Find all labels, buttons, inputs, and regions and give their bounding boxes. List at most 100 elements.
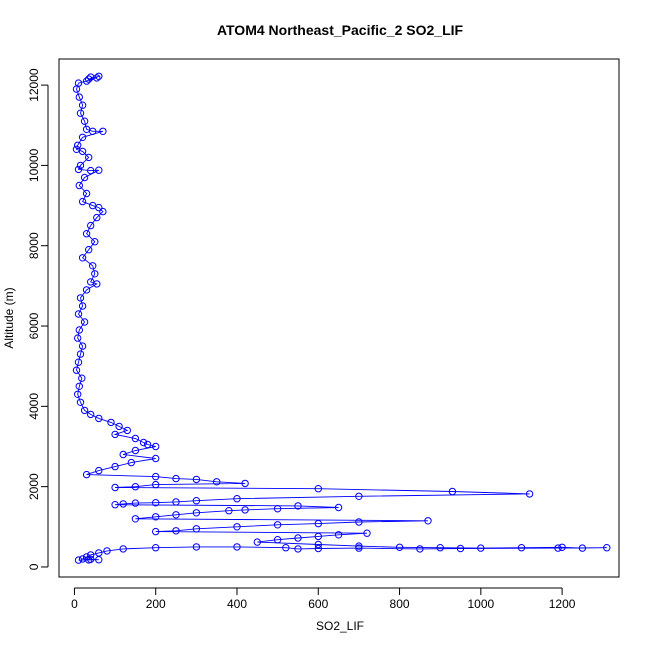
y-tick-label: 6000 [27,312,41,339]
data-point [152,513,160,521]
y-tick-label: 8000 [27,232,41,259]
data-point [294,545,302,553]
data-point [314,485,322,493]
data-point [87,221,95,230]
y-tick-label: 4000 [27,393,41,420]
data-point [72,85,81,93]
data-point [123,426,132,435]
data-point [192,525,201,533]
data-point [80,406,89,415]
data-point [95,414,103,423]
data-point [78,254,87,262]
data-point [334,531,343,539]
data-point [107,418,115,427]
data-point [131,515,140,523]
data-point [152,499,160,507]
data-point [119,545,127,553]
data-point [85,153,93,162]
data-point [314,540,322,549]
data-point [119,500,127,508]
data-point [103,547,111,555]
x-axis-label: SO2_LIF [316,619,364,633]
data-point [603,544,611,552]
data-point [82,77,91,85]
data-point [282,544,290,552]
data-point [436,544,444,552]
data-point [172,498,180,506]
data-point [115,422,123,431]
data-point [172,511,180,519]
data-point [85,246,93,254]
data-point [448,487,457,496]
y-tick-label: 12000 [27,68,41,102]
plot-frame [58,58,620,578]
data-point [172,527,180,535]
data-point [143,440,152,449]
data-point [294,502,302,510]
x-tick-label: 1200 [549,597,576,611]
data-point [76,398,85,406]
data-point [111,462,119,471]
data-point [75,181,84,190]
series-line [75,75,607,561]
data-point [75,382,84,390]
data-point [80,173,89,182]
data-point [93,74,101,82]
data-point [355,492,363,500]
data-point [525,490,534,498]
data-point [355,542,363,550]
data-point [72,366,81,374]
data-point [76,109,85,117]
data-point [152,527,160,536]
y-tick-label: 2000 [27,473,41,500]
data-point [554,544,562,552]
data-point [152,442,160,451]
y-tick-label: 0 [27,563,41,570]
data-point [78,342,87,350]
data-point [87,410,95,419]
data-point [78,197,87,206]
data-point [74,390,82,398]
data-point [78,302,87,310]
data-point [74,310,83,318]
chart-title: ATOM4 Northeast_Pacific_2 SO2_LIF [217,22,464,38]
x-tick-label: 600 [308,597,328,611]
data-point [456,544,465,553]
data-point [192,497,201,505]
data-point [192,543,201,551]
data-point [273,536,282,544]
data-point [131,434,140,443]
x-tick-label: 0 [71,597,78,611]
data-point [225,507,233,515]
data-point [152,454,160,463]
x-tick-label: 400 [227,597,247,611]
data-point [82,230,91,238]
data-point [192,509,201,517]
data-point [80,318,89,326]
data-point [314,532,322,541]
data-point [89,127,97,136]
data-point [75,326,84,334]
y-axis-label: Altitude (m) [2,287,16,348]
data-point [95,556,103,564]
data-point [76,350,85,358]
data-point [334,503,343,512]
data-point [558,543,566,551]
data-point [119,450,127,459]
data-point [78,133,87,142]
data-point [233,495,241,503]
data-point [95,72,103,81]
data-point [87,551,95,559]
data-point [85,75,93,83]
data-point [91,238,99,246]
data-point [152,544,160,552]
data-point [233,543,241,551]
data-point [78,374,86,382]
data-point [517,544,526,552]
data-point [355,544,363,552]
data-point [172,474,180,483]
data-point [241,506,249,514]
data-point [416,545,424,553]
data-point [152,472,160,481]
data-point [99,127,107,136]
